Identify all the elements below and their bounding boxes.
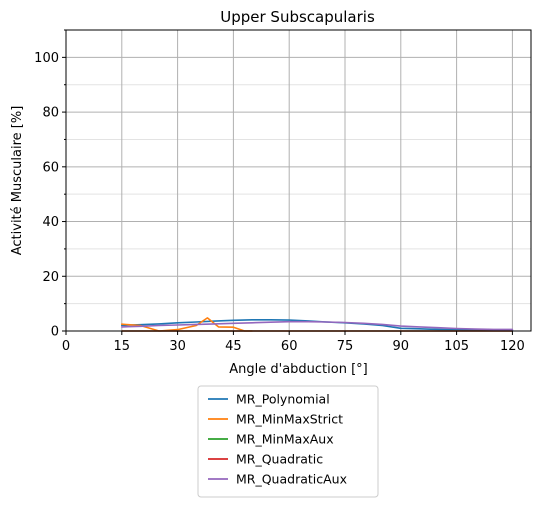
series-line [121, 317, 253, 332]
x-tick-label: 45 [225, 339, 242, 354]
x-axis-label: Angle d'abduction [°] [229, 362, 368, 377]
x-tick-label: 30 [169, 339, 186, 354]
x-tick-label: 15 [114, 339, 131, 354]
x-tick-label: 75 [337, 339, 354, 354]
x-axis: 0 15 30 45 60 75 90 105 120 [62, 331, 525, 354]
x-tick-label: 0 [62, 339, 70, 354]
legend-label: MR_Polynomial [236, 392, 330, 407]
y-axis: 0 20 40 60 80 100 [34, 29, 66, 340]
plot-frame [65, 29, 532, 332]
legend-label: MR_QuadraticAux [236, 472, 347, 487]
legend-label: MR_MinMaxAux [236, 432, 334, 447]
legend-label: MR_MinMaxStrict [236, 412, 343, 427]
chart-title: Upper Subscapularis [220, 8, 375, 26]
x-tick-label: 90 [393, 339, 410, 354]
y-axis-label: Activité Musculaire [%] [10, 106, 25, 256]
legend: MR_Polynomial MR_MinMaxStrict MR_MinMaxAux… [197, 385, 379, 498]
series-line [121, 320, 514, 331]
series-layer [121, 317, 514, 332]
legend-box [197, 385, 379, 498]
y-tick-label: 60 [42, 160, 59, 175]
legend-label: MR_Quadratic [236, 452, 323, 467]
y-tick-label: 80 [42, 106, 59, 121]
x-tick-label: 105 [444, 339, 469, 354]
y-tick-label: 40 [42, 215, 59, 230]
x-tick-label: 60 [281, 339, 298, 354]
y-tick-label: 100 [34, 51, 59, 66]
grid [65, 29, 531, 332]
y-tick-label: 20 [42, 270, 59, 285]
y-tick-label: 0 [51, 325, 59, 340]
x-tick-label: 120 [500, 339, 525, 354]
